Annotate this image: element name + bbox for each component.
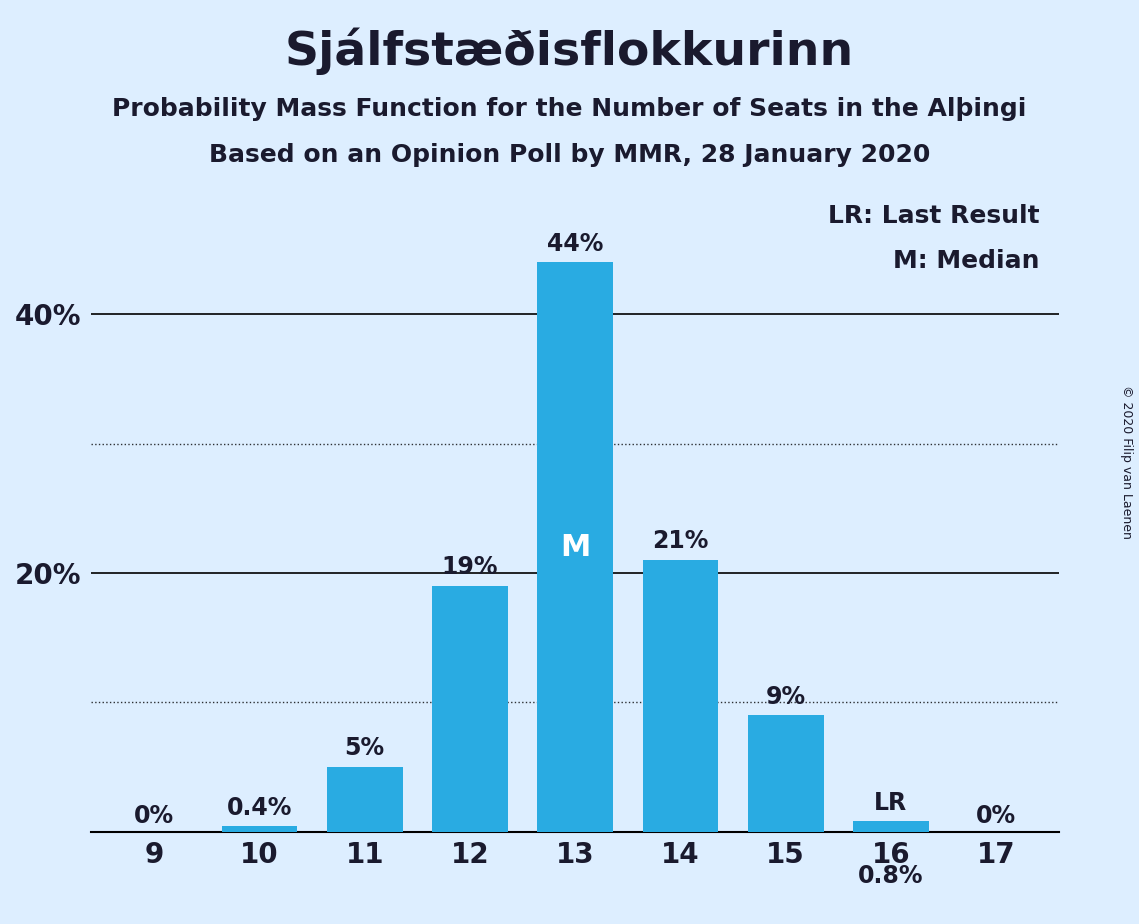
Text: Based on an Opinion Poll by MMR, 28 January 2020: Based on an Opinion Poll by MMR, 28 Janu… (208, 143, 931, 167)
Text: 21%: 21% (653, 529, 708, 553)
Text: M: M (560, 532, 590, 562)
Text: LR: LR (875, 791, 908, 815)
Text: 0%: 0% (134, 804, 174, 828)
Text: 44%: 44% (547, 232, 604, 256)
Bar (853, 821, 928, 832)
Text: 0.4%: 0.4% (227, 796, 293, 820)
Text: LR: Last Result: LR: Last Result (828, 204, 1040, 228)
Bar (327, 767, 402, 832)
Bar (432, 586, 508, 832)
Text: Probability Mass Function for the Number of Seats in the Alþingi: Probability Mass Function for the Number… (113, 97, 1026, 121)
Text: 9%: 9% (765, 685, 805, 709)
Text: 0.8%: 0.8% (858, 864, 924, 888)
Bar (538, 262, 613, 832)
Bar (222, 826, 297, 832)
Text: 19%: 19% (442, 555, 498, 579)
Text: 0%: 0% (976, 804, 1016, 828)
Bar (748, 715, 823, 832)
Text: Sjálfstæðisflokkurinn: Sjálfstæðisflokkurinn (285, 28, 854, 75)
Bar (642, 560, 719, 832)
Text: M: Median: M: Median (893, 249, 1040, 274)
Text: © 2020 Filip van Laenen: © 2020 Filip van Laenen (1121, 385, 1133, 539)
Text: 5%: 5% (345, 736, 385, 760)
